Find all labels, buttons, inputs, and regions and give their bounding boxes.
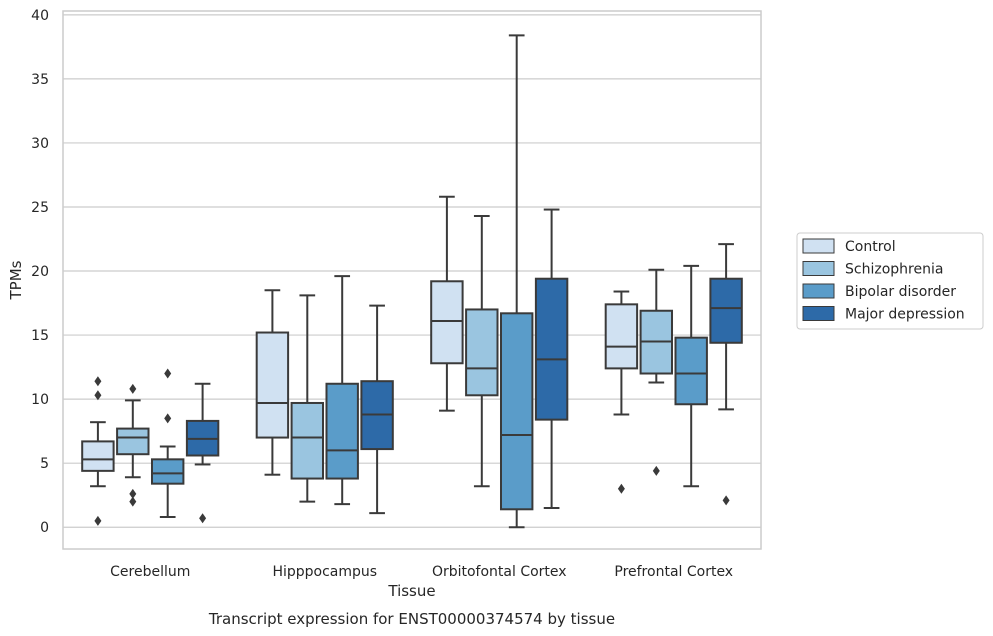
outlier-point	[129, 383, 137, 394]
outlier-point	[94, 376, 102, 387]
box	[81, 376, 115, 526]
x-axis-title: Tissue	[387, 582, 435, 600]
iqr-box	[150, 458, 185, 485]
box	[534, 208, 569, 510]
box	[116, 383, 150, 507]
box	[290, 294, 325, 503]
legend-swatch	[802, 283, 835, 299]
x-tick-label: Hipppocampus	[272, 564, 377, 580]
x-tick-label: Orbitofontal Cortex	[432, 564, 567, 580]
box-series-group	[81, 34, 743, 529]
box	[639, 268, 674, 476]
y-tick-label: 0	[40, 520, 49, 536]
box	[604, 290, 639, 494]
iqr-box	[674, 336, 708, 406]
y-tick-label: 35	[31, 72, 49, 88]
iqr-box	[430, 280, 464, 365]
box	[674, 264, 708, 488]
outlier-point	[199, 513, 207, 524]
legend-label: Bipolar disorder	[845, 284, 956, 300]
legend-swatch	[802, 261, 835, 276]
y-tick-label: 40	[31, 8, 49, 24]
series-major-depression	[185, 208, 743, 524]
box	[255, 289, 290, 476]
outlier-point	[94, 515, 102, 526]
iqr-box	[534, 277, 569, 421]
legend-label: Major depression	[845, 307, 965, 323]
y-tick-label: 10	[31, 392, 49, 408]
iqr-box	[116, 427, 150, 456]
series-control	[81, 195, 639, 526]
x-tick-label: Prefrontal Cortex	[614, 564, 733, 580]
legend-swatch	[802, 306, 835, 321]
outlier-point	[164, 368, 172, 379]
y-axis-title: TPMs	[7, 260, 25, 300]
legend-frame	[796, 232, 984, 330]
y-tick-label: 5	[40, 456, 49, 472]
iqr-box	[290, 401, 325, 480]
x-tick-label: Cerebellum	[110, 564, 190, 580]
outlier-point	[652, 465, 660, 476]
outlier-point	[722, 495, 730, 506]
iqr-box	[499, 312, 534, 511]
y-tick-label: 15	[31, 328, 49, 344]
outlier-point	[164, 413, 172, 424]
legend-swatch	[802, 238, 835, 254]
box	[185, 382, 220, 524]
outlier-point	[129, 488, 137, 499]
box	[499, 34, 534, 529]
iqr-box	[325, 382, 359, 480]
legend-label: Control	[845, 239, 896, 255]
outlier-point	[617, 483, 625, 494]
box	[325, 275, 359, 506]
box	[430, 195, 464, 412]
iqr-box	[81, 440, 115, 472]
y-tick-label: 20	[31, 264, 49, 280]
iqr-box	[255, 331, 290, 439]
outlier-point	[94, 390, 102, 401]
legend-label: Schizophrenia	[845, 262, 943, 278]
legend: Control Schizophrenia Bipolar disorder Majo…	[796, 232, 984, 330]
y-tick-label: 25	[31, 200, 49, 216]
series-bipolar-disorder	[150, 34, 708, 529]
box	[360, 304, 394, 515]
box	[150, 368, 185, 518]
chart-caption: Transcript expression for ENST0000037457…	[208, 610, 615, 628]
iqr-box	[709, 277, 743, 344]
y-tick-label: 30	[31, 136, 49, 152]
outlier-point	[129, 496, 137, 507]
y-tick-labels: 0 5 10 15 20 25 30 35 40	[31, 8, 49, 536]
series-schizophrenia	[116, 214, 674, 507]
box	[709, 243, 743, 506]
x-tick-labels: Cerebellum Hipppocampus Orbitofontal Corte…	[110, 564, 733, 580]
plot-area-frame	[62, 10, 762, 550]
iqr-box	[465, 308, 499, 397]
iqr-box	[604, 303, 639, 370]
box	[465, 214, 499, 488]
y-gridlines	[63, 14, 761, 528]
